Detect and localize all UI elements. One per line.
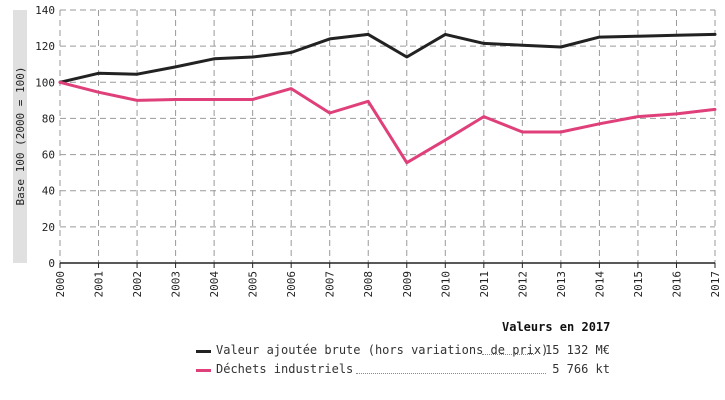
- x-tick-label: 2008: [362, 271, 375, 298]
- legend-swatch: [196, 369, 211, 372]
- y-tick-label: 140: [35, 4, 55, 17]
- leader-dots: [356, 373, 546, 374]
- x-tick-label: 2017: [709, 271, 722, 298]
- x-tick-label: 2010: [439, 271, 452, 298]
- y-tick-label: 120: [35, 40, 55, 53]
- series-line-valeur-ajoutee: [58, 32, 717, 84]
- x-tick-label: 2005: [247, 271, 260, 298]
- y-tick-label: 80: [42, 112, 55, 125]
- legend-label: Déchets industriels: [216, 362, 354, 376]
- line-chart: Base 100 (2000 = 100) 0 20 40 60 80 100 120 140…: [13, 4, 722, 298]
- y-tick-label: 40: [42, 185, 55, 198]
- leader-dots: [482, 354, 534, 355]
- y-tick-label: 20: [42, 221, 55, 234]
- series-line-dechets: [58, 80, 717, 165]
- legend-item-dechets: Déchets industriels 5 766 kt: [196, 362, 616, 378]
- legend-item-valeur-ajoutee: Valeur ajoutée brute (hors variations de…: [196, 343, 616, 359]
- x-tick-label: 2015: [632, 271, 645, 298]
- x-tick-label: 2003: [170, 271, 183, 298]
- axes: 0 20 40 60 80 100 120 140 2000 2001 2002 2003 2004 20…: [35, 4, 722, 298]
- legend-swatch: [196, 350, 211, 353]
- legend-value: 15 132 M€: [544, 343, 610, 357]
- x-tick-label: 2004: [208, 271, 221, 298]
- series-lines: [58, 32, 717, 165]
- x-tick-label: 2007: [324, 271, 337, 298]
- legend-value: 5 766 kt: [552, 362, 610, 376]
- x-tick-label: 2001: [93, 271, 106, 298]
- y-tick-label: 0: [48, 257, 55, 270]
- x-tick-label: 2013: [555, 271, 568, 298]
- x-tick-label: 2000: [54, 271, 67, 298]
- x-tick-label: 2014: [593, 271, 606, 298]
- x-tick-label: 2012: [516, 271, 529, 298]
- y-tick-label: 60: [42, 149, 55, 162]
- grid: [59, 9, 716, 263]
- y-tick-label: 100: [35, 76, 55, 89]
- y-axis-label: Base 100 (2000 = 100): [14, 66, 27, 205]
- x-tick-label: 2011: [478, 271, 491, 298]
- legend-title: Valeurs en 2017: [502, 320, 611, 334]
- x-tick-label: 2002: [131, 271, 144, 298]
- x-tick-label: 2016: [670, 271, 683, 298]
- legend-label: Valeur ajoutée brute (hors variations de…: [216, 343, 549, 357]
- x-tick-label: 2009: [401, 271, 414, 298]
- x-tick-label: 2006: [285, 271, 298, 298]
- y-axis-label-band: [13, 10, 27, 263]
